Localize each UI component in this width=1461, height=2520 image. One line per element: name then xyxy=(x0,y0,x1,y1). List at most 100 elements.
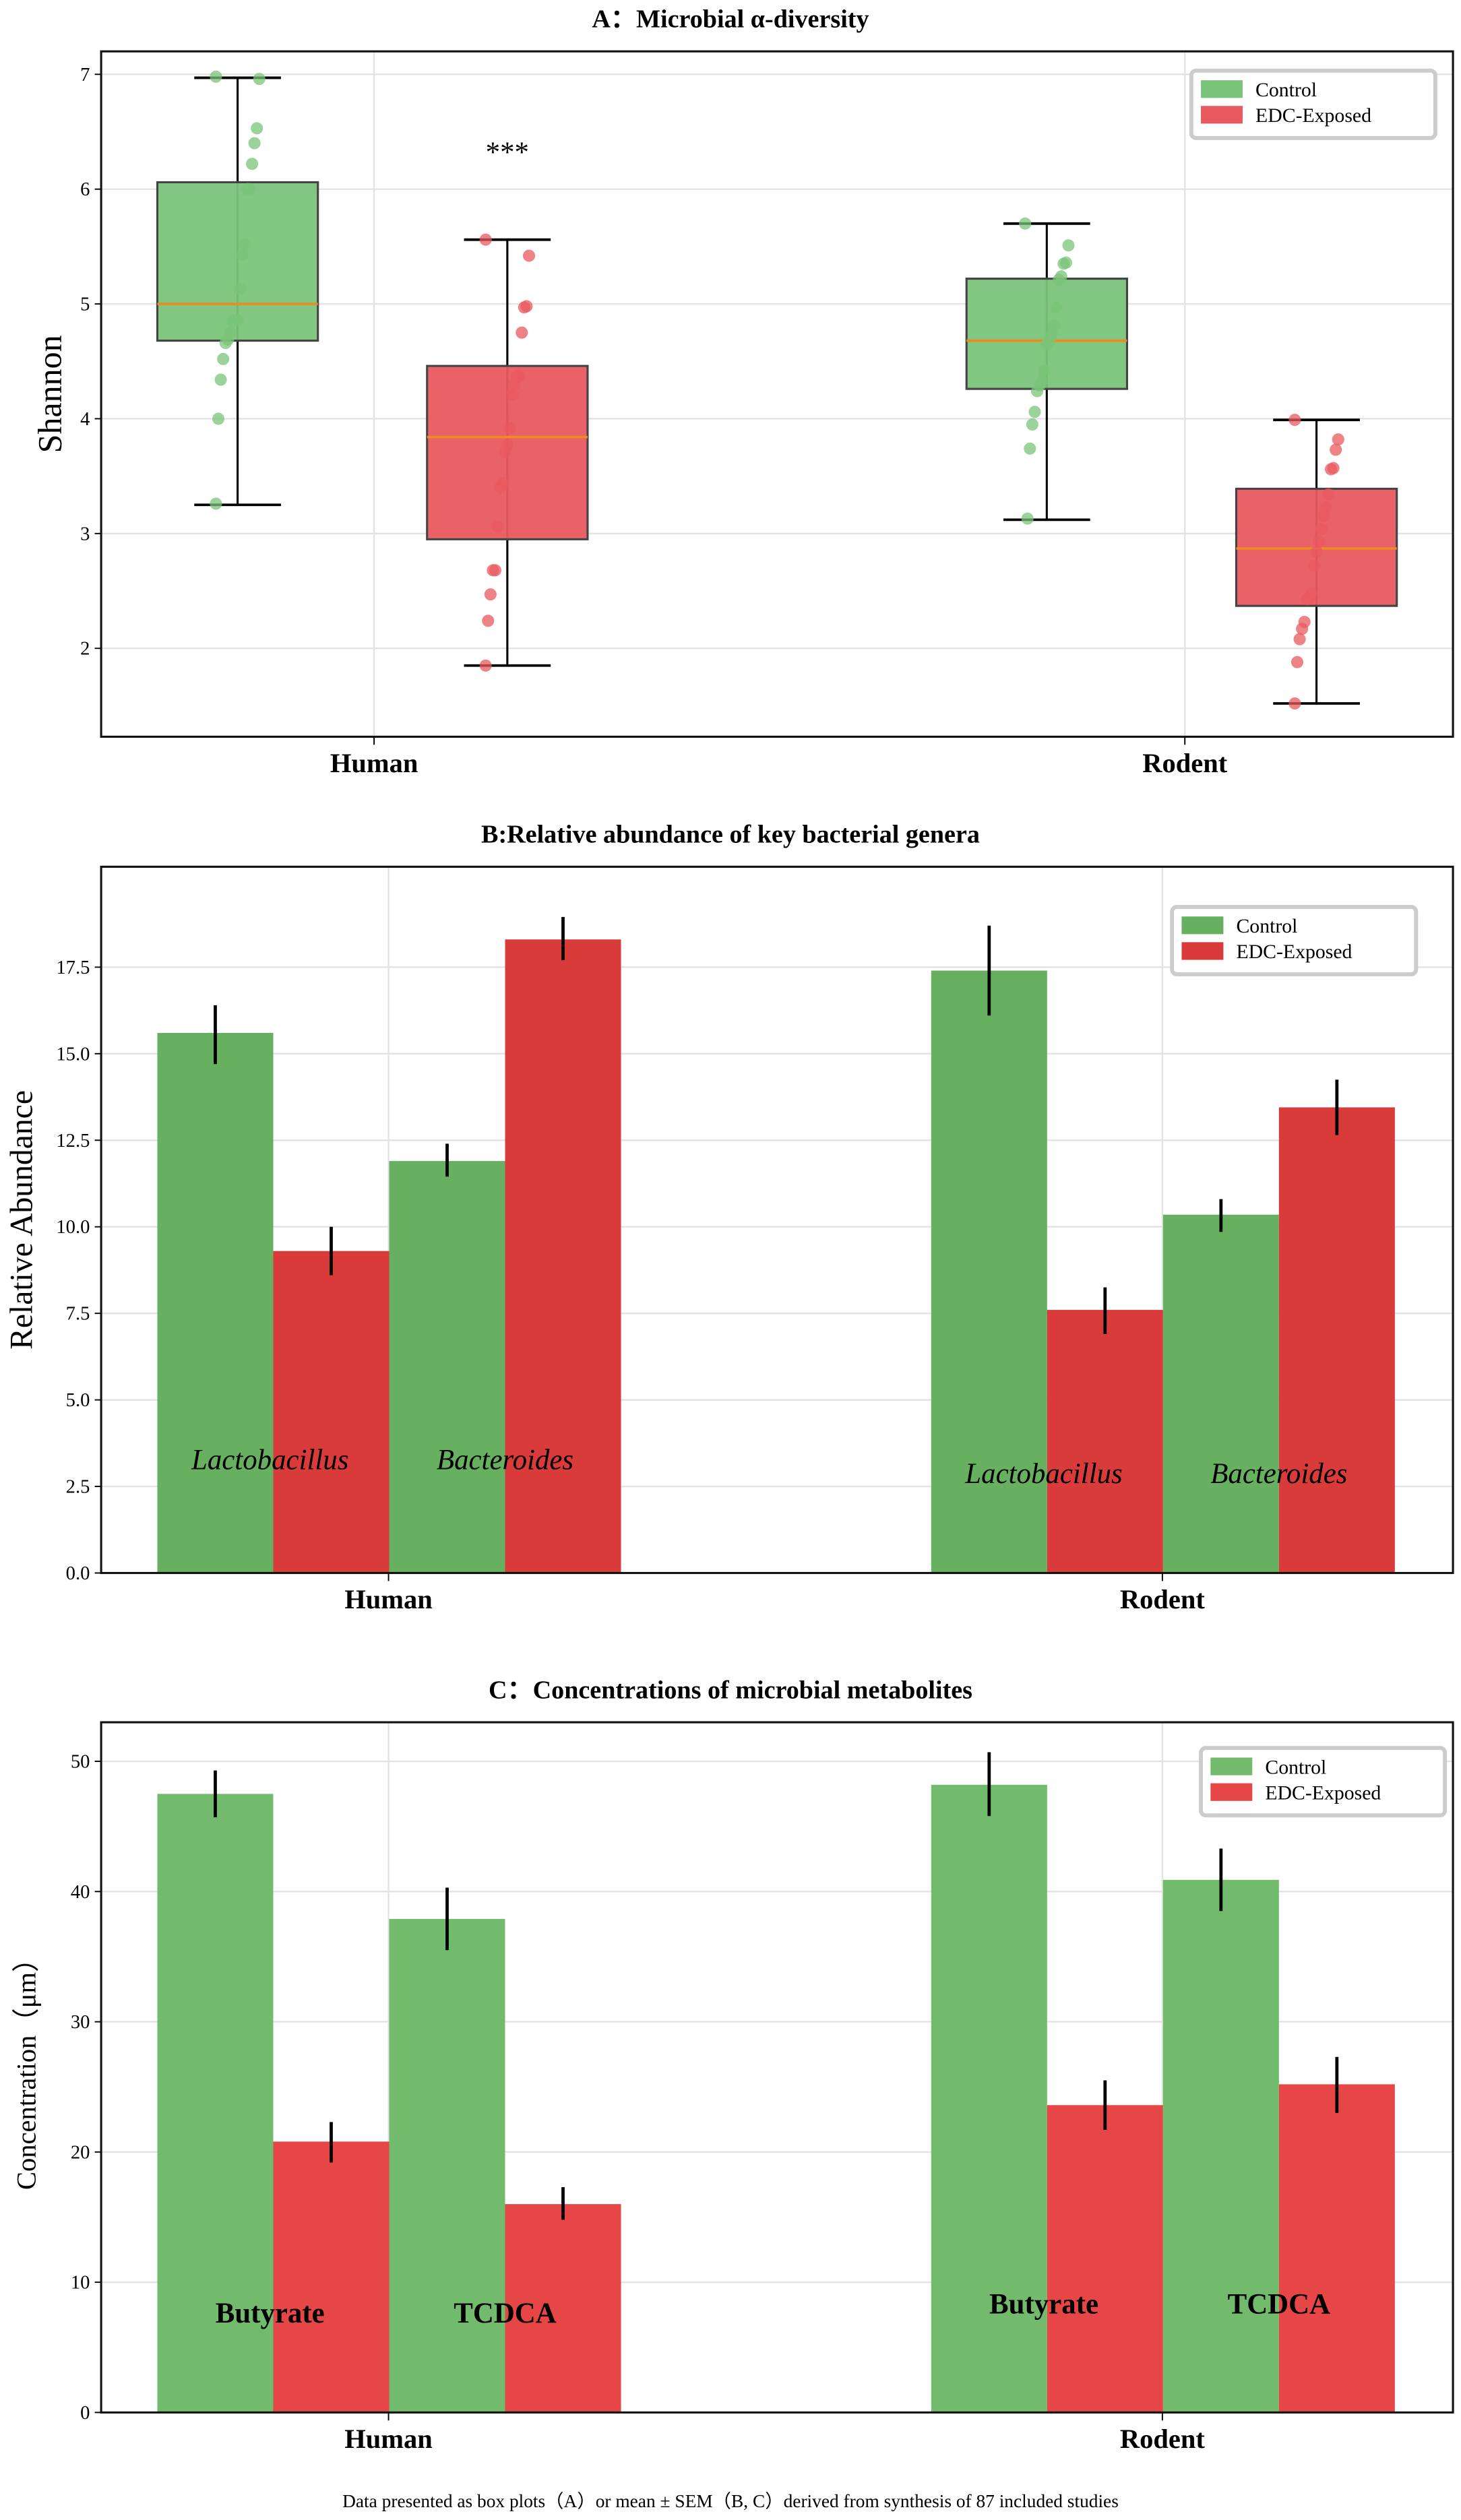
chart-title: C：Concentrations of microbial metabolite… xyxy=(489,1676,972,1704)
legend-label: Control xyxy=(1236,915,1297,937)
subgroup-label: TCDCA xyxy=(1228,2289,1330,2321)
data-point xyxy=(1313,535,1326,548)
bar-rodent-bacteroides-edc xyxy=(1278,1107,1395,1573)
significance-annotation: *** xyxy=(486,137,529,168)
data-point xyxy=(1291,656,1304,668)
y-tick-label: 4 xyxy=(80,409,90,430)
data-point xyxy=(508,378,521,391)
subgroup-label: TCDCA xyxy=(454,2298,556,2329)
y-tick-label: 50 xyxy=(71,1752,90,1773)
bar-rodent-tcdca-edc xyxy=(1278,2084,1395,2413)
data-point xyxy=(1021,512,1034,525)
data-point xyxy=(1307,559,1321,572)
chart-title: A：Microbial α-diversity xyxy=(592,5,869,33)
data-point xyxy=(479,659,492,672)
bar-rodent-butyrate-edc xyxy=(1047,2105,1163,2413)
data-point xyxy=(479,233,492,246)
legend-swatch-control xyxy=(1201,80,1243,98)
bar-human-lactobacillus-control xyxy=(157,1032,274,1573)
legend-swatch-edc xyxy=(1181,942,1224,960)
subgroup-label: Butyrate xyxy=(216,2298,325,2329)
data-point xyxy=(1050,301,1063,314)
data-point xyxy=(494,481,507,494)
data-point xyxy=(241,183,253,195)
data-point xyxy=(1040,338,1053,350)
x-tick-label: Human xyxy=(344,2424,433,2454)
subgroup-label: Butyrate xyxy=(989,2289,1098,2321)
data-point xyxy=(482,615,495,627)
data-point xyxy=(248,137,261,150)
y-tick-label: 20 xyxy=(71,2142,90,2163)
box-human-edc xyxy=(426,233,589,672)
data-point xyxy=(234,282,247,295)
box-human-control xyxy=(156,70,319,510)
data-point xyxy=(505,388,519,401)
bar-human-tcdca-control xyxy=(389,1918,505,2413)
y-tick-label: 12.5 xyxy=(56,1131,90,1152)
data-point xyxy=(1310,546,1323,559)
data-point xyxy=(516,326,528,339)
data-point xyxy=(1028,406,1041,418)
data-point xyxy=(245,158,259,170)
data-point xyxy=(499,445,511,458)
data-point xyxy=(487,564,499,577)
data-point xyxy=(1319,501,1332,513)
bar-human-tcdca-edc xyxy=(505,2204,621,2413)
data-point xyxy=(1038,364,1051,377)
data-point xyxy=(1330,443,1342,456)
bar-human-bacteroides-control xyxy=(389,1161,505,1573)
data-point xyxy=(1301,592,1313,606)
figure-footer: Data presented as box plots（A）or mean ± … xyxy=(342,2491,1119,2511)
x-tick-label: Rodent xyxy=(1142,748,1227,778)
data-point xyxy=(503,422,516,435)
data-point xyxy=(1315,522,1328,536)
subgroup-label: Bacteroides xyxy=(437,1444,573,1476)
plot-frame xyxy=(100,50,1454,738)
bar-rodent-lactobacillus-control xyxy=(931,970,1047,1573)
x-tick-label: Rodent xyxy=(1120,2424,1205,2454)
data-point xyxy=(522,249,536,262)
data-point xyxy=(1019,217,1032,230)
bar-human-butyrate-control xyxy=(157,1794,274,2413)
data-point xyxy=(239,238,251,251)
data-point xyxy=(253,73,266,86)
box-rodent-control xyxy=(965,217,1129,525)
legend-box xyxy=(1170,904,1419,976)
data-point xyxy=(1293,633,1306,645)
panel-c-bar-chart: C：Concentrations of microbial metabolite… xyxy=(11,1676,1454,2454)
y-axis-label: Relative Abundance xyxy=(5,1090,40,1350)
subgroup-label: Bacteroides xyxy=(1210,1458,1347,1490)
y-tick-label: 7.5 xyxy=(66,1304,90,1325)
y-tick-label: 2 xyxy=(80,639,90,660)
panel-b-bar-chart: B:Relative abundance of key bacterial ge… xyxy=(5,821,1454,1614)
data-point xyxy=(484,588,497,601)
legend-label: Control xyxy=(1265,1756,1326,1778)
bar-human-butyrate-edc xyxy=(273,2141,390,2413)
bar-rodent-butyrate-control xyxy=(931,1784,1047,2413)
y-tick-label: 7 xyxy=(80,65,90,86)
legend-box xyxy=(1189,68,1437,140)
data-point xyxy=(1322,488,1335,501)
data-point xyxy=(1288,414,1301,427)
y-tick-label: 5 xyxy=(80,294,90,315)
data-point xyxy=(1030,385,1044,398)
data-point xyxy=(491,520,504,533)
data-point xyxy=(212,412,225,425)
x-tick-label: Rodent xyxy=(1120,1584,1205,1614)
x-tick-label: Human xyxy=(330,748,418,778)
data-point xyxy=(1024,442,1036,455)
data-point xyxy=(1324,463,1338,476)
y-tick-label: 3 xyxy=(80,524,90,544)
y-tick-label: 6 xyxy=(80,179,90,200)
bar-human-lactobacillus-edc xyxy=(273,1251,390,1573)
bar-human-bacteroides-edc xyxy=(505,939,621,1573)
data-point xyxy=(210,497,222,510)
legend-label: EDC-Exposed xyxy=(1265,1782,1381,1804)
data-point xyxy=(219,336,232,350)
y-tick-label: 10 xyxy=(71,2273,90,2294)
panel-a-boxplot: A：Microbial α-diversity 2 3 4 5 6 7 Human Rodent… xyxy=(31,5,1454,778)
legend-label: EDC-Exposed xyxy=(1255,104,1371,127)
legend-swatch-edc xyxy=(1201,106,1243,124)
data-point xyxy=(214,373,227,386)
